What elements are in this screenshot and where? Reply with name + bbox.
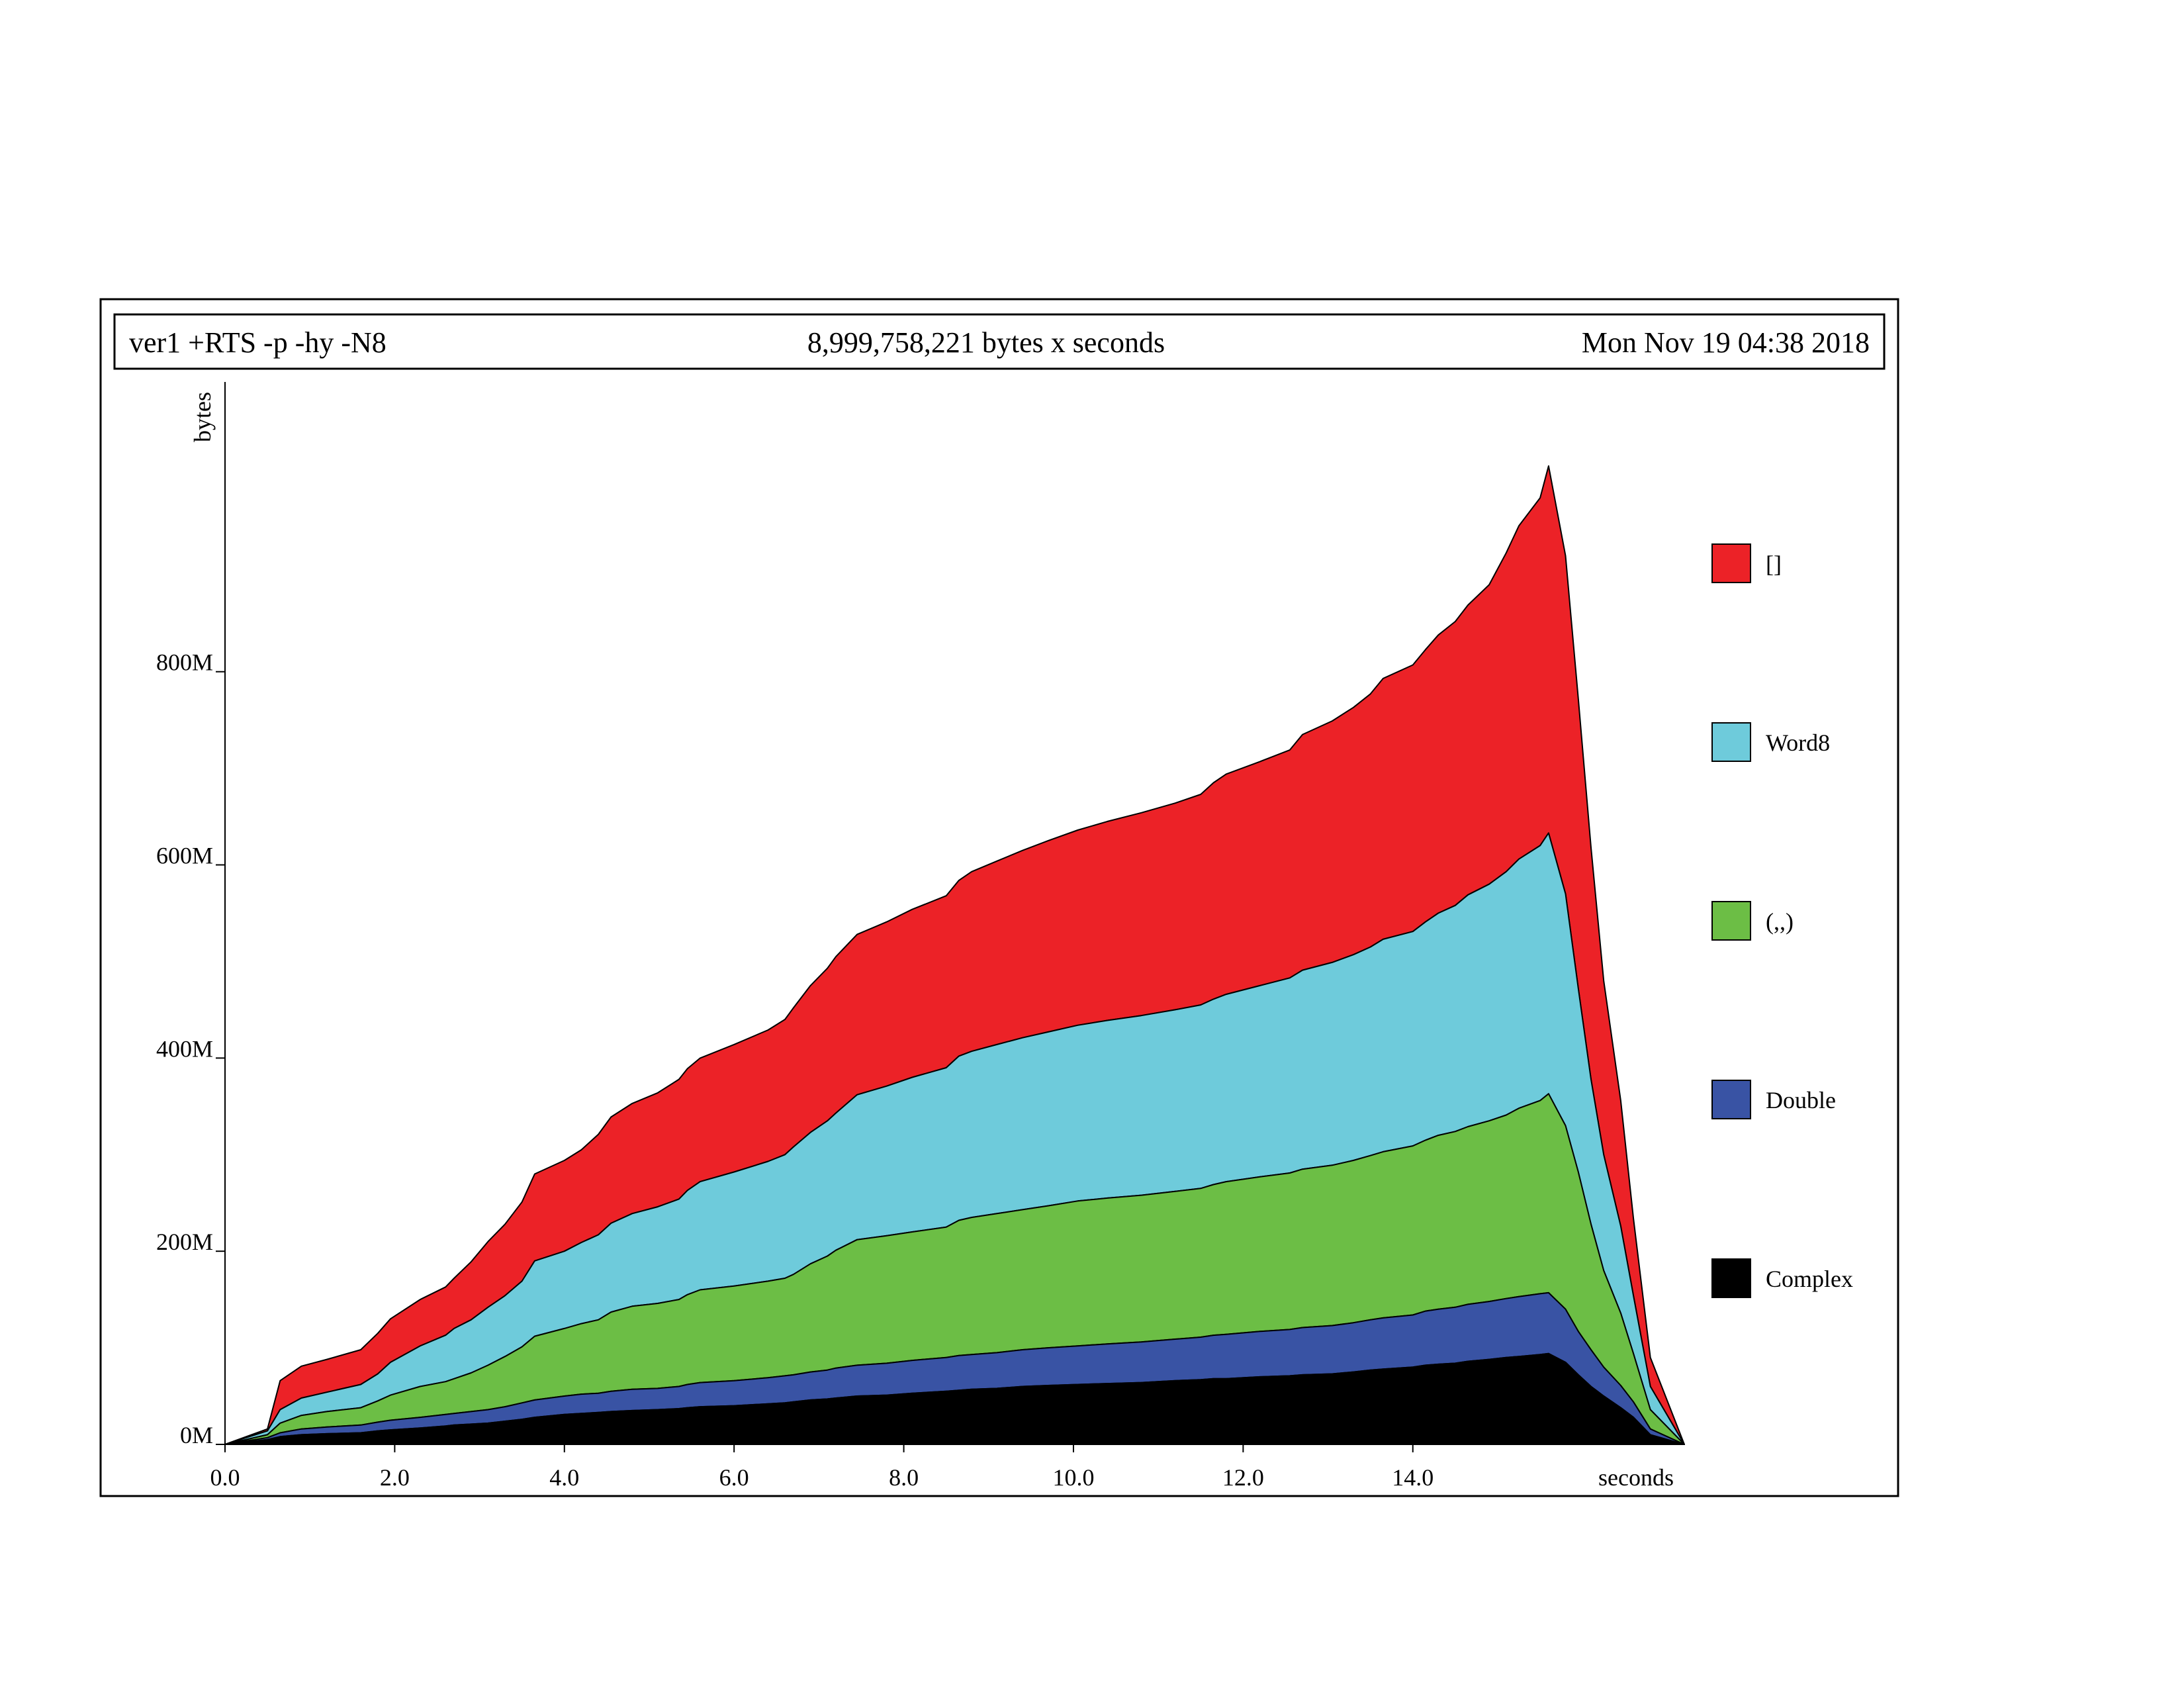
y-tick-label: 200M [156,1229,213,1255]
x-axis-label: seconds [1598,1464,1674,1491]
legend-label-word8: Word8 [1766,729,1830,756]
x-tick-label: 8.0 [889,1464,919,1491]
x-tick-label: 6.0 [719,1464,749,1491]
x-tick-label: 4.0 [549,1464,579,1491]
y-tick-label: 400M [156,1035,213,1062]
y-axis-label: bytes [189,392,216,442]
x-tick-label: 10.0 [1052,1464,1094,1491]
legend-swatch-word8 [1712,723,1751,761]
legend-swatch-complex [1712,1259,1751,1297]
legend-label-double: Double [1766,1087,1836,1113]
legend-swatch-list [1712,902,1751,940]
y-tick-label: 600M [156,843,213,869]
total-label: 8,999,758,221 bytes x seconds [807,326,1165,359]
program-label: ver1 +RTS -p -hy -N8 [129,326,387,359]
legend-swatch-list [1712,544,1751,583]
x-tick-label: 12.0 [1222,1464,1264,1491]
x-tick-label: 2.0 [380,1464,410,1491]
y-tick-label: 800M [156,649,213,676]
date-label: Mon Nov 19 04:38 2018 [1582,326,1870,359]
legend-label-list: (,,) [1766,908,1794,935]
legend-label-complex: Complex [1766,1266,1853,1292]
y-tick-label: 0M [180,1422,213,1448]
legend-swatch-double [1712,1080,1751,1119]
x-tick-label: 0.0 [210,1464,240,1491]
x-tick-label: 14.0 [1392,1464,1433,1491]
legend-label-list: [] [1766,551,1782,577]
